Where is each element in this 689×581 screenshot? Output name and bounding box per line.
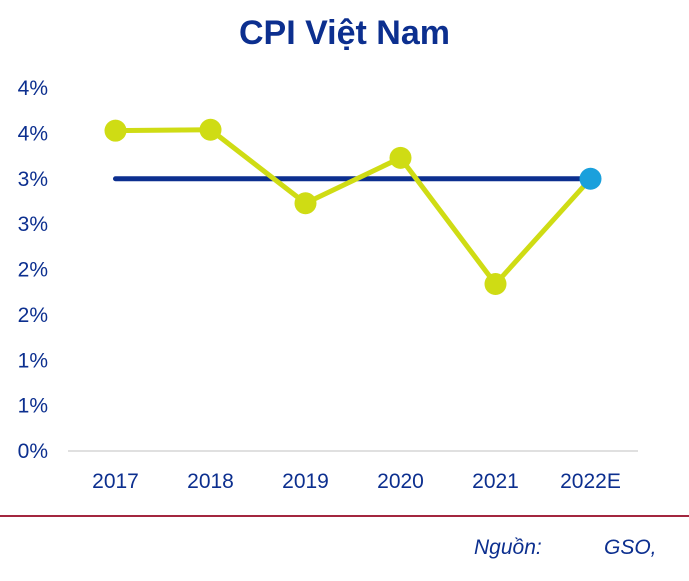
series-layer xyxy=(104,118,602,296)
series-line-cpi xyxy=(115,127,593,287)
data-point-2020 xyxy=(389,146,412,169)
x-tick-label: 2020 xyxy=(377,470,424,493)
data-point-2021 xyxy=(484,273,507,296)
x-tick-label: 2022E xyxy=(560,470,621,493)
data-point-2018 xyxy=(199,118,222,141)
y-tick-label: 1% xyxy=(18,395,48,418)
source-note: Nguồn: GSO, xyxy=(474,536,657,560)
x-axis-tick-labels: 2017 2018 2019 2020 2021 2022E xyxy=(92,470,621,493)
y-tick-label: 3% xyxy=(18,213,48,236)
y-tick-label: 4% xyxy=(18,77,48,100)
x-tick-label: 2021 xyxy=(472,470,519,493)
x-tick-label: 2017 xyxy=(92,470,139,493)
x-tick-label: 2018 xyxy=(187,470,234,493)
y-tick-label: 3% xyxy=(18,168,48,191)
y-tick-label: 2% xyxy=(18,259,48,282)
y-axis-tick-labels: 0% 1% 1% 2% 2% 3% 3% 4% 4% xyxy=(18,77,48,463)
y-tick-label: 0% xyxy=(18,440,48,463)
x-tick-label: 2019 xyxy=(282,470,329,493)
y-tick-label: 4% xyxy=(18,122,48,145)
source-value: GSO, xyxy=(604,536,657,559)
footer-divider xyxy=(0,515,689,517)
data-point-2017 xyxy=(104,119,127,142)
y-tick-label: 1% xyxy=(18,349,48,372)
chart-title: CPI Việt Nam xyxy=(238,14,450,52)
source-label: Nguồn: xyxy=(474,536,542,559)
cpi-line-chart: 0%1%1%2%2%3%3%4%4% 2017 2018 2019 2020 2021 2… xyxy=(18,77,638,493)
data-point-2022e xyxy=(579,167,602,190)
data-point-2019 xyxy=(294,192,317,215)
y-tick-label: 2% xyxy=(18,304,48,327)
